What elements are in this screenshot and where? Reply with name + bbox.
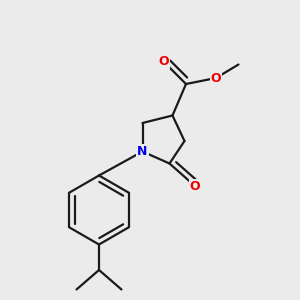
Text: N: N: [137, 145, 148, 158]
Text: O: O: [211, 71, 221, 85]
Text: O: O: [190, 179, 200, 193]
Text: O: O: [158, 55, 169, 68]
